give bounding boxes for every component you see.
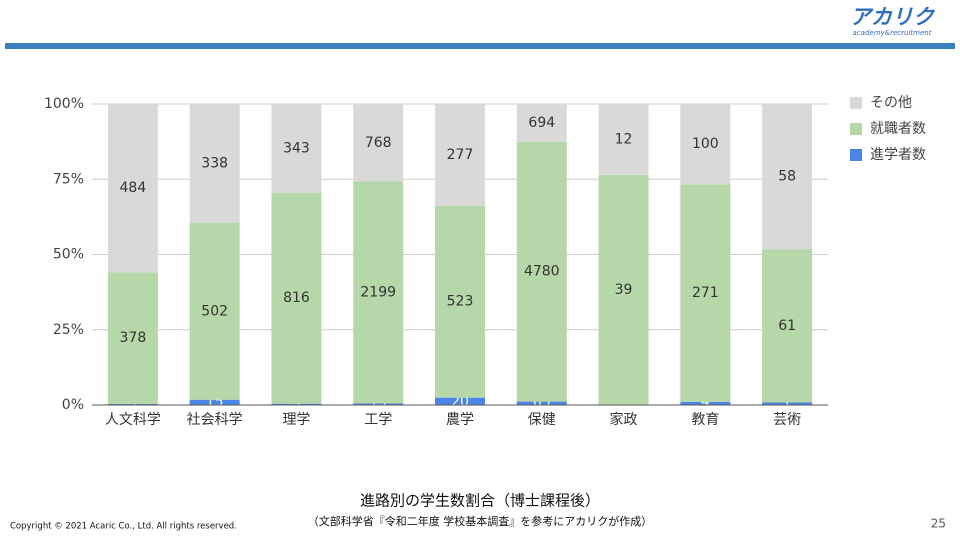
x-tick-label: 芸術 [773,412,801,428]
x-tick-label: 家政 [610,411,638,428]
bar-segment [598,174,649,405]
y-tick-label: 50% [53,247,84,263]
bar-segment [435,104,485,206]
logo: アカリク [850,5,936,29]
x-tick-label: 人文科学 [105,412,161,428]
bar-segment [516,141,567,402]
data-label: 694 [528,115,555,131]
data-label: 768 [365,135,392,151]
data-label: 277 [447,147,474,163]
x-tick-label: 農学 [446,412,474,428]
legend-swatch [850,123,862,135]
data-label: 61 [778,318,796,334]
data-label: 338 [201,155,228,171]
bar-segment [762,104,813,250]
data-label: 484 [120,180,147,196]
bar-segment [762,402,813,405]
caption-source: （文部科学省『令和二年度 学校基本調査』を参考にアカリクが作成） [308,514,653,528]
bar-segment [680,401,731,405]
data-label: 816 [283,290,310,306]
bar-segment [598,104,649,175]
bar-segment [435,205,485,398]
legend-label: 就職者数 [870,121,926,137]
data-label: 523 [447,294,474,310]
y-tick-label: 75% [53,171,84,187]
logo-sub: academy&recruitment [853,29,932,37]
data-label: 58 [778,169,796,185]
bar-segment [680,104,731,185]
x-tick-label: 工学 [364,412,392,428]
data-label: 378 [120,330,147,346]
copyright: Copyright © 2021 Acaric Co., Ltd. All ri… [10,522,237,532]
bar-segment [107,272,158,404]
y-tick-label: 25% [53,322,84,338]
data-label: 39 [615,282,633,298]
bar-segment [762,249,813,403]
data-label: 502 [201,303,228,319]
bar-segment [271,192,322,404]
caption-title: 進路別の学生数割合（博士課程後） [360,492,600,510]
data-label: 20 [451,394,469,410]
x-tick-label: 理学 [282,412,310,428]
legend-swatch [850,97,862,109]
bar-segment [353,104,404,182]
data-label: 100 [692,136,719,152]
page-number: 25 [931,517,946,531]
legend-label: その他 [870,95,912,111]
data-label: 4 [701,394,710,410]
data-label: 271 [692,285,719,301]
bar-segment [271,104,322,193]
bar-segment [516,401,567,405]
data-label: 4780 [524,264,560,280]
x-tick-label: 社会科学 [187,412,243,428]
bar-segment [353,403,404,405]
data-label: 343 [283,140,310,156]
header-rule [5,43,955,49]
y-tick-label: 100% [44,96,84,112]
bar-segment [107,104,158,273]
bar-segment [353,181,404,404]
legend-label: 進学者数 [870,147,926,163]
bar-segment [271,403,322,405]
bar-segment [107,403,158,405]
bar-segment [516,104,567,142]
bar-segment [189,222,240,400]
data-label: 2199 [360,285,396,301]
y-tick-label: 0% [62,397,84,413]
x-tick-label: 教育 [691,412,719,428]
x-tick-label: 保健 [528,412,556,428]
bar-segment [189,104,240,223]
bar-segment [189,399,240,405]
data-label: 12 [615,131,633,147]
bar-segment [680,184,731,402]
bar-segment [435,397,485,405]
legend-swatch [850,149,862,161]
